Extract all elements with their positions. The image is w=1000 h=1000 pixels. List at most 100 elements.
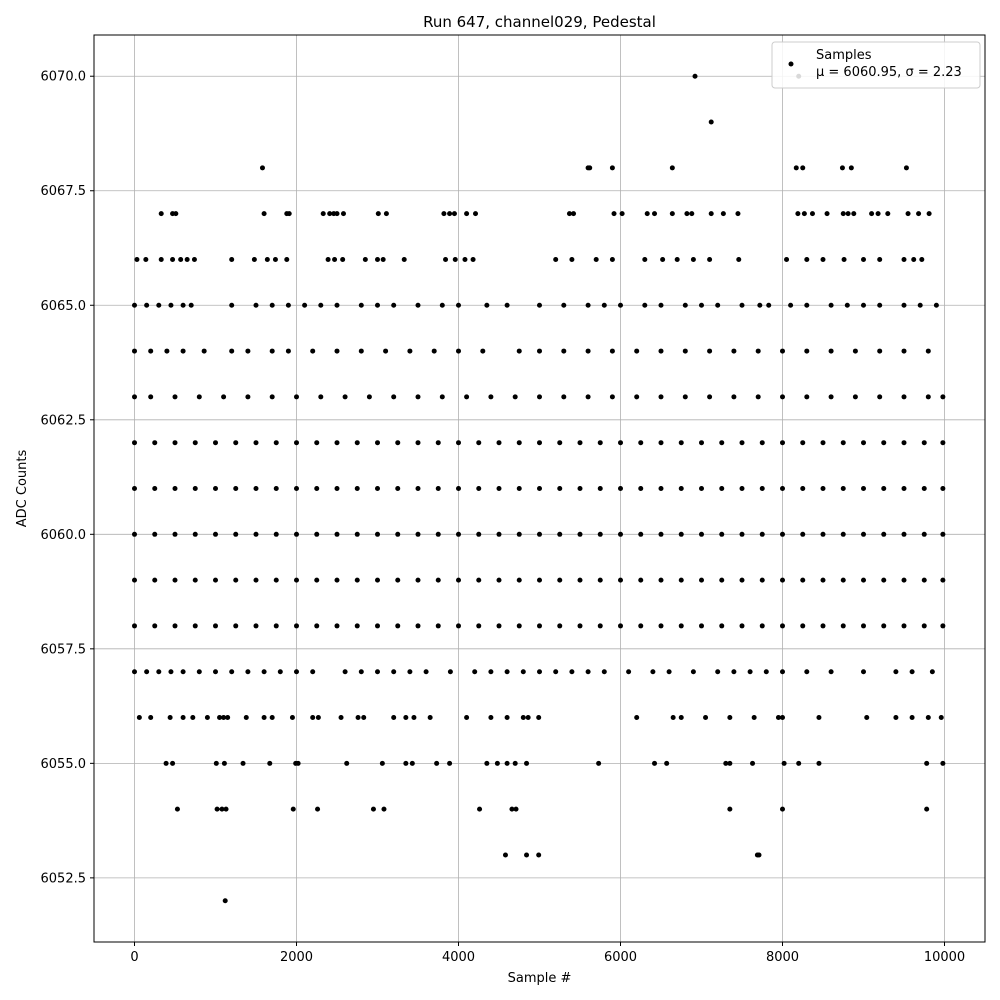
data-point xyxy=(456,623,461,629)
data-point xyxy=(638,531,644,537)
data-point xyxy=(652,760,658,766)
data-point xyxy=(669,165,675,171)
data-point xyxy=(251,256,257,262)
data-point xyxy=(851,211,857,217)
data-point xyxy=(925,348,931,354)
data-point xyxy=(585,394,591,400)
data-point xyxy=(415,531,421,537)
data-point xyxy=(302,302,308,308)
data-point xyxy=(439,302,445,308)
data-point xyxy=(221,760,227,766)
data-point xyxy=(213,486,218,491)
data-point xyxy=(780,531,785,537)
data-point xyxy=(294,440,299,446)
data-point xyxy=(735,211,741,217)
data-point xyxy=(152,531,158,537)
data-point xyxy=(310,669,316,675)
data-point xyxy=(731,669,737,675)
data-point xyxy=(213,623,218,629)
data-point xyxy=(561,348,567,354)
data-point xyxy=(253,623,259,629)
data-point xyxy=(924,760,930,766)
data-point xyxy=(537,440,542,446)
data-point xyxy=(225,715,231,721)
data-point xyxy=(678,531,684,537)
data-point xyxy=(841,256,847,262)
data-point xyxy=(925,715,931,721)
data-point xyxy=(775,715,781,721)
data-point xyxy=(383,211,389,217)
data-point xyxy=(925,394,931,400)
data-point xyxy=(273,623,279,629)
data-point xyxy=(642,302,648,308)
data-point xyxy=(940,394,946,400)
data-point xyxy=(214,806,220,812)
data-point xyxy=(375,669,380,675)
data-point xyxy=(911,256,917,262)
data-point xyxy=(447,669,453,675)
data-point xyxy=(601,669,607,675)
data-point xyxy=(229,348,235,354)
data-point xyxy=(596,760,602,766)
data-point xyxy=(763,669,769,675)
data-point xyxy=(650,669,656,675)
data-point xyxy=(470,256,476,262)
data-point xyxy=(380,256,386,262)
data-point xyxy=(881,531,887,537)
data-point xyxy=(840,577,846,583)
data-point xyxy=(569,669,575,675)
data-point xyxy=(512,760,518,766)
data-point xyxy=(504,760,510,766)
data-point xyxy=(354,577,360,583)
data-point xyxy=(435,577,441,583)
legend-box xyxy=(771,41,981,89)
data-point xyxy=(755,394,761,400)
data-point xyxy=(391,669,397,675)
data-point xyxy=(678,486,684,491)
data-point xyxy=(757,302,763,308)
data-point xyxy=(132,394,137,400)
data-point xyxy=(719,577,725,583)
data-point xyxy=(366,394,372,400)
data-point xyxy=(354,531,360,537)
data-point xyxy=(678,715,684,721)
x-tick-label: 4000 xyxy=(442,950,475,965)
data-point xyxy=(411,715,417,721)
data-point xyxy=(192,577,198,583)
data-point xyxy=(233,531,239,537)
data-point xyxy=(132,577,137,583)
data-point xyxy=(285,302,291,308)
data-point xyxy=(462,256,468,262)
data-point xyxy=(180,348,186,354)
data-point xyxy=(253,486,259,491)
data-point xyxy=(861,256,866,262)
data-point xyxy=(338,715,344,721)
data-point xyxy=(267,760,273,766)
data-point xyxy=(289,715,295,721)
data-point xyxy=(516,577,522,583)
data-point xyxy=(261,669,267,675)
data-point xyxy=(577,577,583,583)
data-point xyxy=(217,715,223,721)
data-point xyxy=(370,806,376,812)
data-point xyxy=(666,669,672,675)
data-point xyxy=(585,302,591,308)
data-point xyxy=(516,486,522,491)
data-point xyxy=(407,348,413,354)
data-point xyxy=(731,348,737,354)
data-point xyxy=(820,486,826,491)
data-point xyxy=(715,302,721,308)
data-point xyxy=(658,302,664,308)
y-tick-label: 6065.0 xyxy=(41,299,87,314)
data-point xyxy=(525,715,531,721)
data-point xyxy=(269,348,275,354)
x-tick-label: 8000 xyxy=(766,950,799,965)
data-point xyxy=(750,760,756,766)
data-point xyxy=(261,211,267,217)
data-point xyxy=(361,715,367,721)
data-point xyxy=(253,440,259,446)
data-point xyxy=(334,302,340,308)
data-point xyxy=(796,760,802,766)
data-point xyxy=(294,486,299,491)
data-point xyxy=(840,531,846,537)
